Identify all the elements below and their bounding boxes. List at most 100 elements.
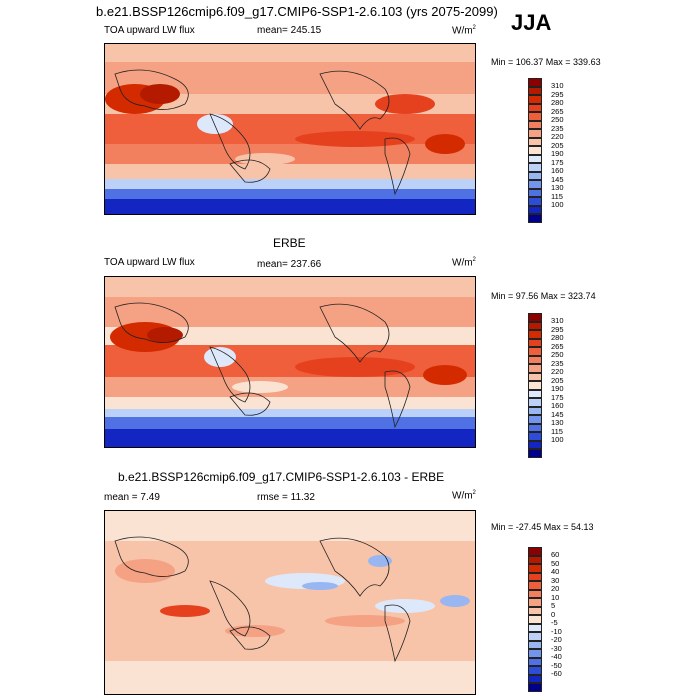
panel3-colorbar (528, 547, 542, 692)
colorbar-segment (528, 555, 542, 564)
colorbar-tick-label: 5 (551, 601, 556, 610)
colorbar-tick-label: 20 (551, 584, 560, 593)
colorbar-tick-label: -60 (551, 669, 562, 678)
colorbar-segment (528, 338, 542, 347)
colorbar-segment (528, 321, 542, 330)
panel2-colorbar (528, 313, 542, 458)
colorbar-segment (528, 197, 542, 206)
colorbar-tick-label: 60 (551, 550, 560, 559)
colorbar-segment (528, 103, 542, 112)
colorbar-segment (528, 666, 542, 675)
colorbar-tick-label: 190 (551, 149, 564, 158)
colorbar-segment (528, 372, 542, 381)
panel1-minmax: Min = 106.37 Max = 339.63 (491, 57, 601, 67)
colorbar-segment (528, 188, 542, 197)
panel2-colorbar-labels: 310 295 280 265 250 235 220 205 190 175 … (551, 313, 564, 443)
colorbar-tick-label: 280 (551, 98, 564, 107)
colorbar-tick-label: 250 (551, 115, 564, 124)
panel3-colorbar-labels: 60 50 40 30 20 10 5 0 -5 -10 -20 -30 -40… (551, 547, 562, 677)
colorbar-segment (528, 632, 542, 641)
colorbar-tick-label: 130 (551, 183, 564, 192)
colorbar-segment (528, 615, 542, 624)
colorbar-segment (528, 78, 542, 87)
colorbar-tick-label: 220 (551, 132, 564, 141)
colorbar-segment (528, 623, 542, 632)
colorbar-tick-label: 265 (551, 106, 564, 116)
colorbar-segment (528, 423, 542, 432)
panel2-units: W/m2 (452, 257, 476, 269)
panel1-mean-label: mean= 245.15 (257, 25, 322, 36)
colorbar-segment (528, 154, 542, 163)
colorbar-tick-label: 205 (551, 140, 564, 150)
colorbar-segment (528, 347, 542, 356)
colorbar-segment (528, 355, 542, 364)
panel2-minmax: Min = 97.56 Max = 323.74 (491, 291, 596, 301)
colorbar-tick-label: 235 (551, 123, 564, 133)
colorbar-segment (528, 205, 542, 214)
colorbar-tick-label: 115 (551, 426, 563, 436)
colorbar-segment (528, 137, 542, 146)
colorbar-tick-label: 0 (551, 609, 556, 619)
colorbar-segment (528, 95, 542, 104)
colorbar-tick-label: 160 (551, 166, 564, 175)
panel1-colorbar-labels: 310 295 280 265 250 235 220 205 190 175 … (551, 78, 564, 208)
colorbar-tick-label: 295 (551, 89, 564, 99)
panel3-rmse-label: rmse = 11.32 (257, 492, 315, 503)
colorbar-tick-label: 235 (551, 358, 564, 368)
colorbar-segment (528, 598, 542, 607)
colorbar-tick-label: -10 (551, 626, 562, 636)
colorbar-tick-label: -20 (551, 635, 562, 644)
colorbar-segment (528, 649, 542, 658)
colorbar-tick-label: 175 (551, 157, 564, 167)
colorbar-segment (528, 163, 542, 172)
colorbar-segment (528, 657, 542, 666)
colorbar-tick-label: 175 (551, 392, 564, 402)
colorbar-segment (528, 547, 542, 556)
colorbar-tick-label: 130 (551, 418, 564, 427)
panel2-variable-label: TOA upward LW flux (104, 257, 195, 268)
colorbar-segment (528, 129, 542, 138)
colorbar-segment (528, 640, 542, 649)
colorbar-segment (528, 86, 542, 95)
colorbar-tick-label: 100 (551, 435, 564, 444)
colorbar-tick-label: 220 (551, 367, 564, 376)
panel1-variable-label: TOA upward LW flux (104, 25, 195, 36)
colorbar-segment (528, 398, 542, 407)
colorbar-segment (528, 440, 542, 449)
panel2-heading: ERBE (273, 236, 306, 250)
colorbar-tick-label: 265 (551, 341, 564, 351)
figure-title: b.e21.BSSP126cmip6.f09_g17.CMIP6-SSP1-2.… (96, 4, 498, 19)
colorbar-tick-label: 310 (551, 316, 564, 325)
panel1-colorbar (528, 78, 542, 223)
panel2-mean-label: mean= 237.66 (257, 259, 322, 270)
colorbar-tick-label: 160 (551, 401, 564, 410)
colorbar-tick-label: 145 (551, 409, 564, 419)
panel1-map (104, 43, 476, 215)
colorbar-tick-label: 295 (551, 324, 564, 334)
colorbar-segment (528, 146, 542, 155)
panel2-map (104, 276, 476, 448)
colorbar-tick-label: 280 (551, 333, 564, 342)
colorbar-segment (528, 120, 542, 129)
colorbar-segment (528, 214, 542, 223)
colorbar-tick-label: -30 (551, 643, 562, 653)
colorbar-segment (528, 449, 542, 458)
colorbar-tick-label: 30 (551, 575, 560, 585)
colorbar-segment (528, 581, 542, 590)
panel3-minmax: Min = -27.45 Max = 54.13 (491, 522, 594, 532)
colorbar-tick-label: -40 (551, 652, 562, 661)
colorbar-segment (528, 180, 542, 189)
colorbar-tick-label: 250 (551, 350, 564, 359)
colorbar-segment (528, 171, 542, 180)
colorbar-tick-label: -50 (551, 660, 562, 670)
colorbar-segment (528, 381, 542, 390)
colorbar-segment (528, 389, 542, 398)
colorbar-segment (528, 674, 542, 683)
colorbar-segment (528, 112, 542, 121)
colorbar-tick-label: 100 (551, 200, 564, 209)
colorbar-segment (528, 364, 542, 373)
colorbar-segment (528, 683, 542, 692)
panel1-units: W/m2 (452, 25, 476, 37)
colorbar-tick-label: 40 (551, 567, 560, 576)
colorbar-segment (528, 330, 542, 339)
